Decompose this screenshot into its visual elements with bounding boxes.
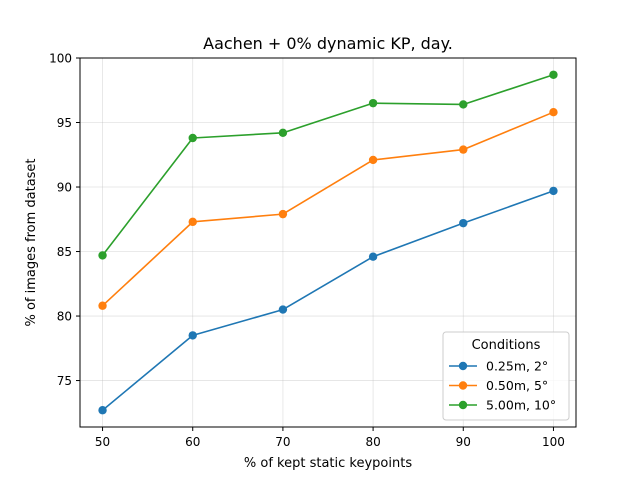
data-point <box>368 155 378 165</box>
legend-entries: 0.25m, 2° 0.50m, 5° 5.00m, 10° <box>449 359 556 413</box>
legend-box <box>442 331 570 421</box>
y-tick-label: 95 <box>57 116 72 130</box>
series-1 <box>98 186 558 415</box>
series-line <box>102 190 554 411</box>
y-tick-label: 90 <box>57 181 72 195</box>
data-point <box>188 133 197 143</box>
legend: Conditions 0.25m, 2° 0.50m, 5° 5.00m, 10° <box>442 331 570 421</box>
x-tick-label: 70 <box>275 435 290 449</box>
data-point <box>459 100 468 109</box>
data-point <box>278 305 288 314</box>
legend-marker <box>458 400 468 410</box>
series-2 <box>98 107 558 310</box>
data-point <box>188 217 197 227</box>
y-tick-label: 85 <box>57 245 72 259</box>
y-tick-label: 80 <box>57 310 72 324</box>
legend-label: 0.25m, 2° <box>486 359 548 374</box>
legend-marker <box>458 361 468 371</box>
y-tick-label: 100 <box>49 52 72 66</box>
data-point <box>98 406 107 415</box>
series-line <box>102 111 554 307</box>
data-point <box>278 209 288 219</box>
data-point <box>98 301 107 310</box>
y-axis: 75 80 85 90 95 100 <box>49 52 80 388</box>
plot-frame <box>79 57 577 428</box>
x-axis-label: % of kept static keypoints <box>244 456 412 471</box>
data-point <box>459 218 468 228</box>
chart-title: Aachen + 0% dynamic KP, day. <box>203 34 453 53</box>
data-point <box>549 186 558 196</box>
series-layer <box>98 70 558 415</box>
data-point <box>459 145 468 154</box>
series-line <box>101 74 554 256</box>
data-point <box>98 251 107 260</box>
data-point <box>188 331 197 340</box>
y-tick-label: 75 <box>57 374 72 388</box>
x-tick-label: 90 <box>456 435 471 449</box>
data-point <box>368 98 378 108</box>
series-3 <box>98 70 558 260</box>
legend-title: Conditions <box>472 338 541 353</box>
legend-marker <box>458 381 468 390</box>
x-tick-label: 60 <box>185 435 200 449</box>
data-point <box>278 128 288 138</box>
data-point <box>368 252 378 261</box>
data-point <box>549 70 558 79</box>
x-tick-label: 50 <box>95 435 110 449</box>
data-point <box>549 107 558 117</box>
y-axis-label: % of images from dataset <box>24 158 39 326</box>
x-tick-label: 100 <box>542 435 565 449</box>
x-tick-label: 80 <box>365 435 380 449</box>
legend-label: 5.00m, 10° <box>486 398 556 413</box>
x-axis: 50 60 70 80 90 100 <box>95 427 565 449</box>
legend-label: 0.50m, 5° <box>486 378 548 393</box>
